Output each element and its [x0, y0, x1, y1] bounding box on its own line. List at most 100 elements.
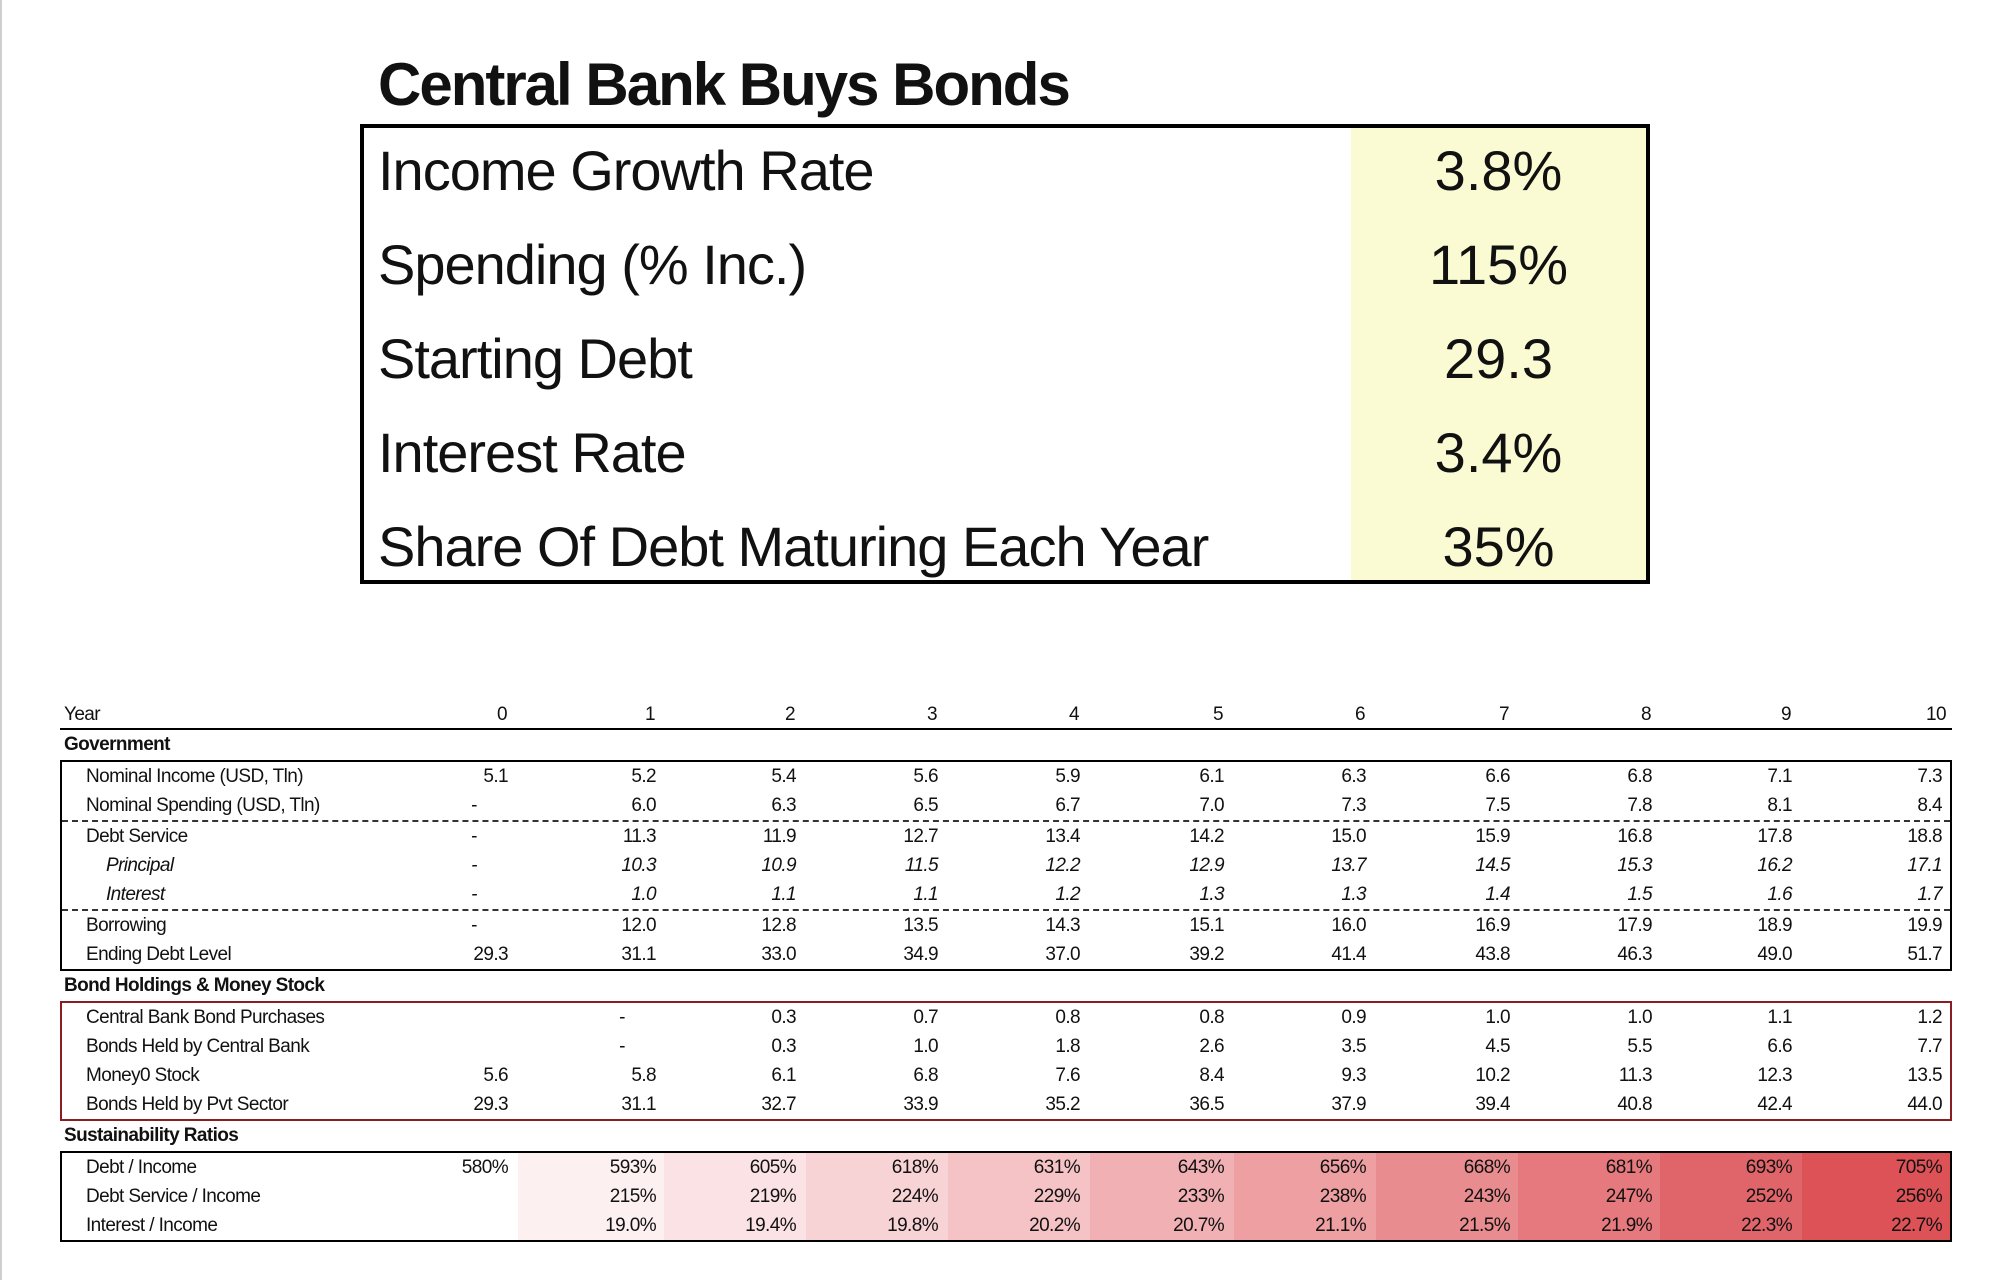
heat-fill	[1090, 1182, 1234, 1211]
table-cell: 20.2%	[1029, 1215, 1080, 1236]
table-cell: 16.2	[1757, 855, 1792, 876]
table-cell: 37.0	[1045, 944, 1080, 965]
year-cell: 4	[1069, 704, 1080, 725]
table-row: Borrowing - 12.0 12.8 13.5 14.3 15.1 16.0 16.9 17…	[62, 909, 1950, 940]
table-cell: 13.4	[1045, 826, 1080, 847]
table-cell: 12.0	[621, 915, 656, 936]
table-cell: 7.3	[1917, 766, 1942, 787]
table-cell: 16.9	[1475, 915, 1510, 936]
heat-fill	[1234, 1153, 1376, 1182]
heat-fill	[1376, 1182, 1518, 1211]
table-cell: -	[471, 915, 477, 936]
table-cell: 20.7%	[1173, 1215, 1224, 1236]
year-cell: 1	[645, 704, 656, 725]
table-cell: 1.1	[913, 884, 938, 905]
table-cell: 5.6	[483, 1065, 508, 1086]
heat-fill	[1802, 1153, 1950, 1182]
parameter-label: Interest Rate	[378, 421, 687, 484]
table-cell: 6.1	[771, 1065, 796, 1086]
table-cell	[388, 1032, 508, 1061]
heat-fill	[1090, 1211, 1234, 1240]
table-cell: 224%	[891, 1186, 939, 1207]
table-cell: 13.7	[1331, 855, 1366, 876]
table-cell: 12.9	[1189, 855, 1224, 876]
table-cell	[388, 1182, 508, 1211]
row-label: Interest / Income	[86, 1215, 218, 1236]
table-cell: 49.0	[1757, 944, 1792, 965]
parameter-value: 29.3	[1444, 327, 1553, 390]
table-cell: 656%	[1319, 1157, 1367, 1178]
table-cell: 17.1	[1907, 855, 1942, 876]
table-cell: 0.7	[913, 1007, 938, 1028]
table-cell: 0.8	[1199, 1007, 1224, 1028]
bond-holdings-block: Central Bank Bond Purchases - 0.3 0.7 0.8 0.8…	[60, 1001, 1952, 1121]
row-label: Bonds Held by Central Bank	[86, 1036, 310, 1057]
row-label: Borrowing	[86, 915, 167, 936]
table-cell: 16.8	[1617, 826, 1652, 847]
table-cell: 1.8	[1055, 1036, 1080, 1057]
table-cell: 10.3	[621, 855, 656, 876]
table-cell: 46.3	[1617, 944, 1652, 965]
table-cell: 1.6	[1767, 884, 1792, 905]
table-cell: 693%	[1745, 1157, 1793, 1178]
table-cell: 631%	[1033, 1157, 1081, 1178]
heat-fill	[1518, 1182, 1660, 1211]
table-cell: 41.4	[1331, 944, 1366, 965]
table-cell: 7.6	[1055, 1065, 1080, 1086]
table-cell: 9.3	[1341, 1065, 1366, 1086]
parameter-value: 3.4%	[1434, 421, 1563, 484]
parameter-value: 115%	[1428, 233, 1569, 296]
table-cell: 14.2	[1189, 826, 1224, 847]
table-cell: 605%	[749, 1157, 797, 1178]
table-cell: 33.9	[903, 1094, 938, 1115]
table-cell: 2.6	[1199, 1036, 1224, 1057]
heat-fill	[442, 1182, 518, 1211]
table-cell: 668%	[1463, 1157, 1511, 1178]
table-cell: 1.5	[1627, 884, 1652, 905]
table-cell	[388, 1211, 508, 1240]
table-cell: 11.9	[762, 826, 797, 847]
table-cell: 0.9	[1341, 1007, 1366, 1028]
table-cell: 1.0	[1485, 1007, 1510, 1028]
table-cell: 29.3	[473, 1094, 508, 1115]
table-cell: 37.9	[1331, 1094, 1366, 1115]
table-cell: 13.5	[903, 915, 938, 936]
table-cell: 6.8	[913, 1065, 938, 1086]
year-label: Year	[64, 704, 101, 725]
parameter-label: Spending (% Inc.)	[378, 233, 807, 296]
table-cell: -	[619, 1007, 625, 1028]
table-cell: 618%	[891, 1157, 939, 1178]
table-cell: 6.3	[771, 795, 796, 816]
table-cell: 15.0	[1331, 826, 1366, 847]
table-cell: 6.8	[1627, 766, 1652, 787]
table-cell: 705%	[1895, 1157, 1943, 1178]
government-section-title: Government	[64, 734, 171, 755]
table-cell: 247%	[1605, 1186, 1653, 1207]
table-cell: 7.7	[1917, 1036, 1942, 1057]
table-cell: 1.0	[913, 1036, 938, 1057]
parameter-label: Share Of Debt Maturing Each Year	[378, 515, 1209, 578]
table-cell: 7.8	[1627, 795, 1652, 816]
heat-fill	[442, 1153, 518, 1182]
table-cell: 11.3	[1618, 1065, 1653, 1086]
table-row: Debt / Income 580% 593% 605% 618% 631% 643% 656…	[62, 1153, 1950, 1182]
table-row: Debt Service / Income 215% 219% 224% 229% 233…	[62, 1182, 1950, 1211]
table-cell: 5.1	[483, 766, 508, 787]
table-cell: 233%	[1177, 1186, 1225, 1207]
row-label: Interest	[106, 884, 165, 905]
table-cell: 10.9	[761, 855, 796, 876]
heat-fill	[664, 1182, 806, 1211]
table-cell: 5.6	[913, 766, 938, 787]
year-cell: 6	[1355, 704, 1366, 725]
table-cell: 19.9	[1907, 915, 1942, 936]
heat-fill	[1518, 1211, 1660, 1240]
table-cell: -	[471, 826, 477, 847]
year-cell: 3	[927, 704, 938, 725]
heat-fill	[1376, 1153, 1518, 1182]
table-row: Bonds Held by Pvt Sector 29.3 31.1 32.7 33.9…	[62, 1090, 1950, 1119]
table-cell: 252%	[1745, 1186, 1793, 1207]
parameter-row: Income Growth Rate 3.8%	[364, 132, 1646, 226]
table-cell: 0.8	[1055, 1007, 1080, 1028]
year-cell: 10	[1926, 704, 1947, 725]
heat-fill	[806, 1211, 948, 1240]
